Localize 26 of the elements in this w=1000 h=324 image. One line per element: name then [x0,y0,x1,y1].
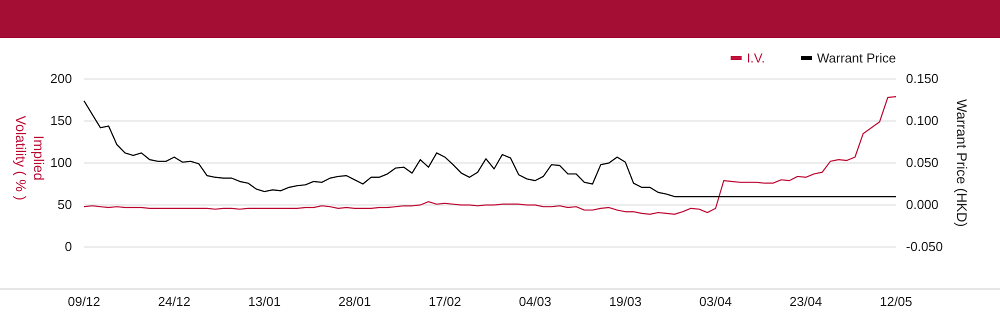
x-tick-label: 13/01 [248,294,281,310]
y2-tick-label: -0.050 [906,239,943,254]
x-tick-label: 12/05 [880,294,912,310]
legend-label: I.V. [746,50,766,66]
y2-tick-label: 0.150 [906,71,939,86]
y-tick-label: 100 [50,155,72,170]
line-series [83,100,897,198]
x-tick-label: 24/12 [158,294,190,310]
y2-tick-label: 0.050 [906,155,939,170]
legend-label: Warrant Price [817,50,896,66]
y-tick-label: 200 [50,71,72,86]
x-tick-label: 03/04 [699,294,732,310]
x-tick-label: 09/12 [68,294,100,310]
y-axis-title: Implied Volatility ( % ) [13,116,47,200]
x-tick-label: 28/01 [338,294,371,310]
y2-axis-title: Warrant Price (HKD) [954,99,970,227]
x-tick-label: 17/02 [428,294,462,310]
line-series [83,96,897,215]
y-tick-label: 150 [50,113,72,128]
y-tick-label: 0 [64,239,72,254]
x-tick-label: 19/03 [609,294,642,310]
x-tick-label: 23/04 [790,294,822,310]
y-tick-label: 50 [58,197,72,212]
x-tick-label: 04/03 [518,294,552,310]
y2-tick-label: 0.100 [906,113,939,128]
y2-tick-label: 0.000 [906,197,939,212]
